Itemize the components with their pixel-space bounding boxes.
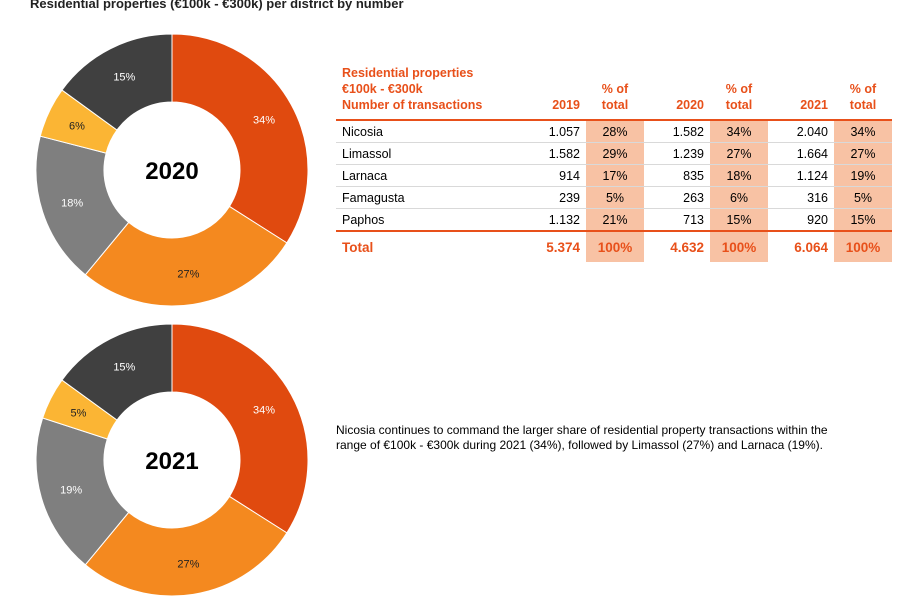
header-line-3: Number of transactions (342, 98, 483, 112)
value-cell: 316 (768, 186, 834, 209)
slice-label-limassol: 27% (177, 559, 199, 571)
value-cell: 1.057 (520, 120, 586, 143)
district-cell: Larnaca (336, 164, 520, 187)
district-cell: Famagusta (336, 186, 520, 209)
donut-chart-2021: 34% 27% 19% 5% 15% 2021 (35, 323, 309, 597)
slice-label-paphos: 15% (113, 71, 135, 83)
pct-cell: 19% (834, 164, 892, 187)
district-cell: Limassol (336, 142, 520, 165)
donut-slice-limassol (84, 495, 288, 597)
table-row: Larnaca 914 17% 835 18% 1.124 19% (336, 164, 892, 187)
value-cell: 1.582 (644, 120, 710, 143)
total-pct-cell: 100% (834, 230, 892, 262)
slice-label-nicosia: 34% (253, 404, 275, 416)
slice-label-famagusta: 6% (69, 120, 85, 132)
pct-cell: 29% (586, 142, 644, 165)
pct-cell: 15% (710, 208, 768, 232)
table-row: Limassol 1.582 29% 1.239 27% 1.664 27% (336, 142, 892, 165)
total-value-cell: 6.064 (768, 230, 834, 262)
pct-cell: 17% (586, 164, 644, 187)
donut-slice-larnaca (35, 417, 130, 566)
slice-label-larnaca: 19% (60, 484, 82, 496)
district-cell: Nicosia (336, 120, 520, 143)
table-row: Paphos 1.132 21% 713 15% 920 15% (336, 208, 892, 232)
column-header-pct-2020: % of total (710, 65, 768, 121)
value-cell: 1.124 (768, 164, 834, 187)
total-label: Total (336, 230, 520, 262)
pct-cell: 15% (834, 208, 892, 232)
pct-cell: 6% (710, 186, 768, 209)
pct-cell: 34% (834, 120, 892, 143)
pct-cell: 5% (834, 186, 892, 209)
table-header-label: Residential properties €100k - €300k Num… (336, 65, 520, 121)
column-header-2021: 2021 (768, 65, 834, 121)
page-title: Residential properties (€100k - €300k) p… (30, 0, 404, 11)
column-header-2020: 2020 (644, 65, 710, 121)
table-row: Nicosia 1.057 28% 1.582 34% 2.040 34% (336, 120, 892, 143)
total-row: Total 5.374 100% 4.632 100% 6.064 100% (336, 230, 892, 262)
slice-label-nicosia: 34% (253, 114, 275, 126)
value-cell: 1.582 (520, 142, 586, 165)
transactions-table: Residential properties €100k - €300k Num… (336, 65, 892, 262)
donut-center-label: 2021 (145, 448, 198, 475)
column-header-pct-2019: % of total (586, 65, 644, 121)
summary-note: Nicosia continues to command the larger … (336, 423, 828, 452)
donut-slice-nicosia (171, 323, 309, 534)
pct-cell: 27% (834, 142, 892, 165)
slice-label-larnaca: 18% (61, 197, 83, 209)
slice-label-paphos: 15% (113, 361, 135, 373)
pct-cell: 28% (586, 120, 644, 143)
table-header-row: Residential properties €100k - €300k Num… (336, 65, 892, 121)
pct-cell: 34% (710, 120, 768, 143)
district-cell: Paphos (336, 208, 520, 232)
donut-slice-limassol (84, 205, 288, 307)
pct-cell: 21% (586, 208, 644, 232)
value-cell: 263 (644, 186, 710, 209)
header-line-1: Residential properties (342, 66, 474, 80)
value-cell: 2.040 (768, 120, 834, 143)
header-line-2: €100k - €300k (342, 82, 423, 96)
donut-slice-paphos (61, 33, 173, 131)
donut-slice-paphos (61, 323, 173, 421)
total-value-cell: 4.632 (644, 230, 710, 262)
slice-label-limassol: 27% (177, 269, 199, 281)
value-cell: 1.132 (520, 208, 586, 232)
donut-slice-nicosia (171, 33, 309, 244)
value-cell: 914 (520, 164, 586, 187)
value-cell: 1.664 (768, 142, 834, 165)
donut-center-label: 2020 (145, 158, 198, 185)
value-cell: 1.239 (644, 142, 710, 165)
total-value-cell: 5.374 (520, 230, 586, 262)
donut-chart-2020: 34% 27% 18% 6% 15% 2020 (35, 33, 309, 307)
pct-cell: 27% (710, 142, 768, 165)
total-pct-cell: 100% (586, 230, 644, 262)
value-cell: 920 (768, 208, 834, 232)
column-header-pct-2021: % of total (834, 65, 892, 121)
pct-cell: 5% (586, 186, 644, 209)
value-cell: 835 (644, 164, 710, 187)
value-cell: 713 (644, 208, 710, 232)
slice-label-famagusta: 5% (70, 407, 86, 419)
value-cell: 239 (520, 186, 586, 209)
table-row: Famagusta 239 5% 263 6% 316 5% (336, 186, 892, 209)
column-header-2019: 2019 (520, 65, 586, 121)
total-pct-cell: 100% (710, 230, 768, 262)
pct-cell: 18% (710, 164, 768, 187)
